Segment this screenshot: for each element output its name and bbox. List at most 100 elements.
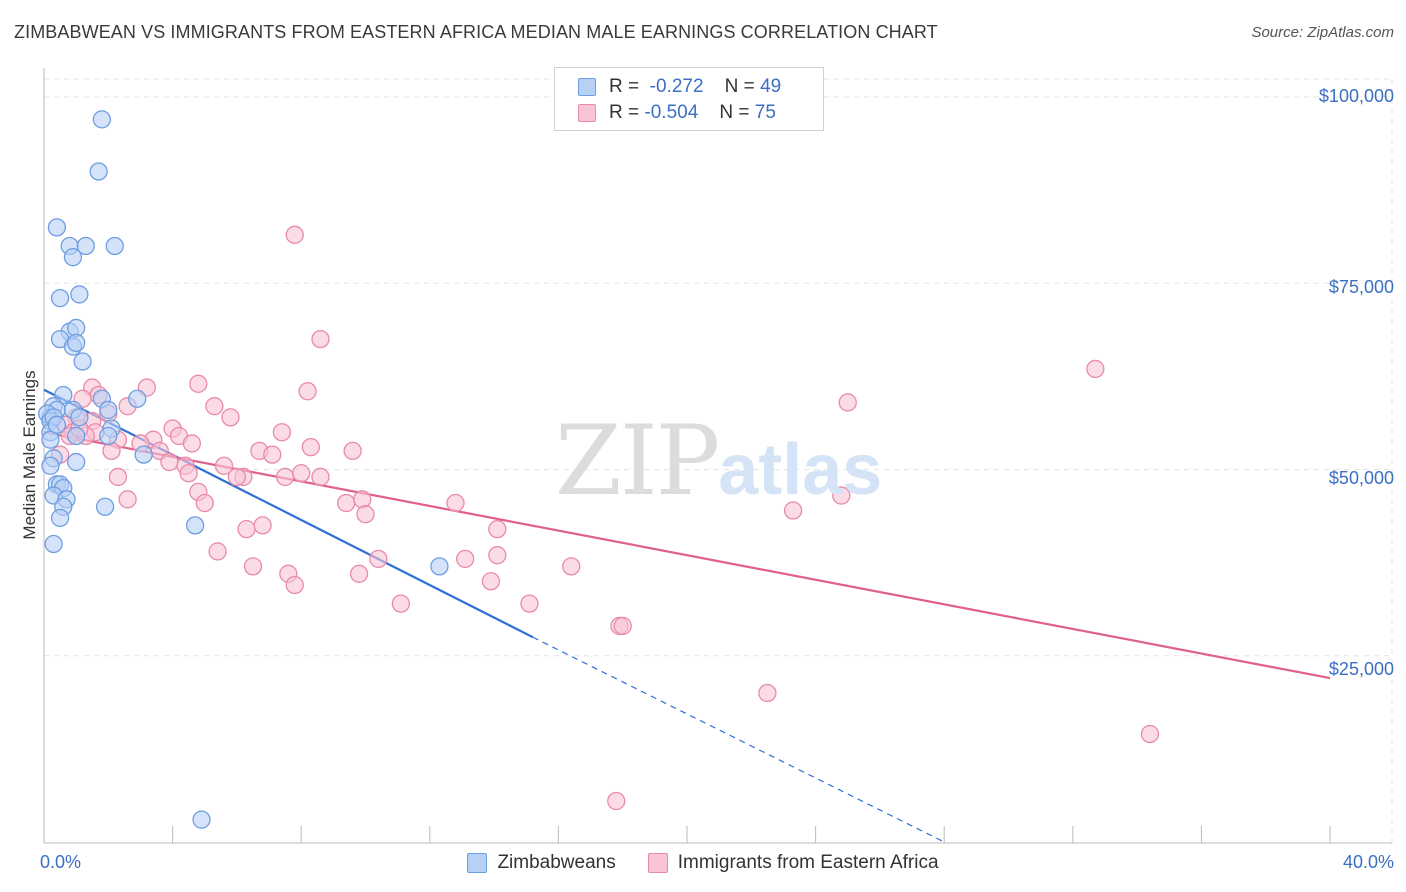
blue-point (50, 288, 70, 308)
pink-point (221, 408, 240, 427)
r-label: R = (609, 76, 640, 97)
pink-point (349, 564, 369, 583)
r-value: -0.272 (649, 76, 704, 97)
stats-row-pink: R = -0.504 N = 75 (555, 101, 776, 125)
chart-title: ZIMBABWEAN VS IMMIGRANTS FROM EASTERN AF… (14, 22, 938, 42)
pink-point (272, 423, 292, 442)
legend-label: Zimbabweans (497, 852, 616, 873)
pink-point (182, 434, 202, 453)
pink-point (292, 464, 311, 483)
legend-label: Immigrants from Eastern Africa (677, 852, 939, 873)
pink-point (263, 445, 282, 464)
pink-point (189, 374, 208, 393)
x-tick-label: 0.0% (40, 852, 82, 872)
pink-point (758, 683, 777, 703)
n-value: 75 (754, 102, 776, 123)
pink-point (237, 519, 256, 539)
y-tick-label: $75,000 (1328, 277, 1394, 297)
blue-point (185, 516, 205, 535)
blue-point (73, 352, 92, 371)
blue-point (192, 810, 211, 829)
blue-point (67, 333, 86, 353)
legend-item-zimbabweans[interactable]: Zimbabweans (467, 852, 616, 874)
blue-point (44, 534, 63, 554)
pink-point (613, 616, 632, 636)
pink-point (195, 493, 214, 513)
pink-point (607, 791, 626, 811)
pink-point (102, 441, 121, 461)
gridlines (44, 78, 1393, 843)
pink-point (205, 397, 224, 416)
axes (43, 68, 1392, 844)
blue-point (430, 557, 449, 576)
pink-swatch (578, 104, 596, 122)
y-tick-label: $50,000 (1328, 468, 1394, 488)
blue-point (70, 285, 89, 304)
pink-point (783, 501, 803, 520)
pink-point (243, 557, 263, 576)
pink-trend-line (43, 431, 1331, 680)
pink-point (1086, 359, 1105, 379)
blue-point (92, 110, 112, 129)
legend-item-immigrants[interactable]: Immigrants from Eastern Africa (647, 852, 939, 874)
blue-trend-extension (532, 636, 945, 843)
blue-point (95, 497, 115, 516)
pink-point (456, 549, 475, 569)
pink-point (179, 464, 198, 483)
pink-point (208, 542, 227, 561)
pink-point (285, 225, 304, 244)
pink-point (253, 516, 272, 535)
blue-points (38, 110, 449, 829)
blue-point (134, 445, 153, 464)
pink-point (227, 467, 247, 487)
legend: Zimbabweans Immigrants from Eastern Afri… (0, 852, 1406, 874)
pink-point (275, 467, 295, 487)
blue-point (67, 452, 86, 472)
pink-point (301, 437, 320, 457)
pink-point (214, 456, 234, 475)
pink-point (343, 441, 362, 461)
blue-swatch (578, 78, 596, 96)
n-label: N = (724, 76, 755, 97)
blue-point (89, 162, 108, 181)
correlation-stats-box: R = -0.272 N = 49 R = -0.504 N = 75 (554, 67, 824, 131)
pink-point (832, 486, 851, 505)
trend-lines (43, 388, 1331, 843)
pink-point (356, 505, 375, 524)
blue-point (128, 389, 147, 408)
pink-point (298, 382, 317, 401)
pink-point (369, 549, 388, 569)
pink-point (311, 467, 330, 487)
blue-point (63, 248, 83, 267)
pink-point (285, 575, 304, 595)
blue-point (67, 426, 86, 446)
y-tick-label: $100,000 (1318, 86, 1394, 106)
blue-point (99, 426, 118, 446)
pink-swatch (647, 853, 668, 873)
pink-point (481, 572, 501, 591)
blue-point (50, 508, 70, 528)
blue-point (47, 218, 67, 237)
r-value: -0.504 (644, 102, 699, 123)
pink-point (488, 519, 507, 539)
blue-point (76, 236, 95, 256)
pink-point (391, 594, 411, 613)
pink-point (446, 493, 465, 513)
blue-point (99, 400, 118, 420)
pink-point (353, 490, 372, 509)
blue-trend-line (43, 388, 534, 639)
blue-point (47, 415, 67, 434)
blue-point (105, 236, 124, 256)
pink-point (118, 490, 137, 509)
y-tick-label: $25,000 (1328, 659, 1394, 679)
stats-row-blue: R = -0.272 N = 49 (555, 75, 781, 99)
source-label: Source: ZipAtlas.com (1251, 24, 1394, 41)
pink-point (1140, 724, 1160, 744)
blue-point (41, 456, 60, 475)
pink-point (520, 594, 539, 613)
n-label: N = (719, 102, 750, 123)
pink-point (311, 329, 330, 349)
pink-point (838, 393, 857, 412)
blue-point (70, 408, 89, 427)
